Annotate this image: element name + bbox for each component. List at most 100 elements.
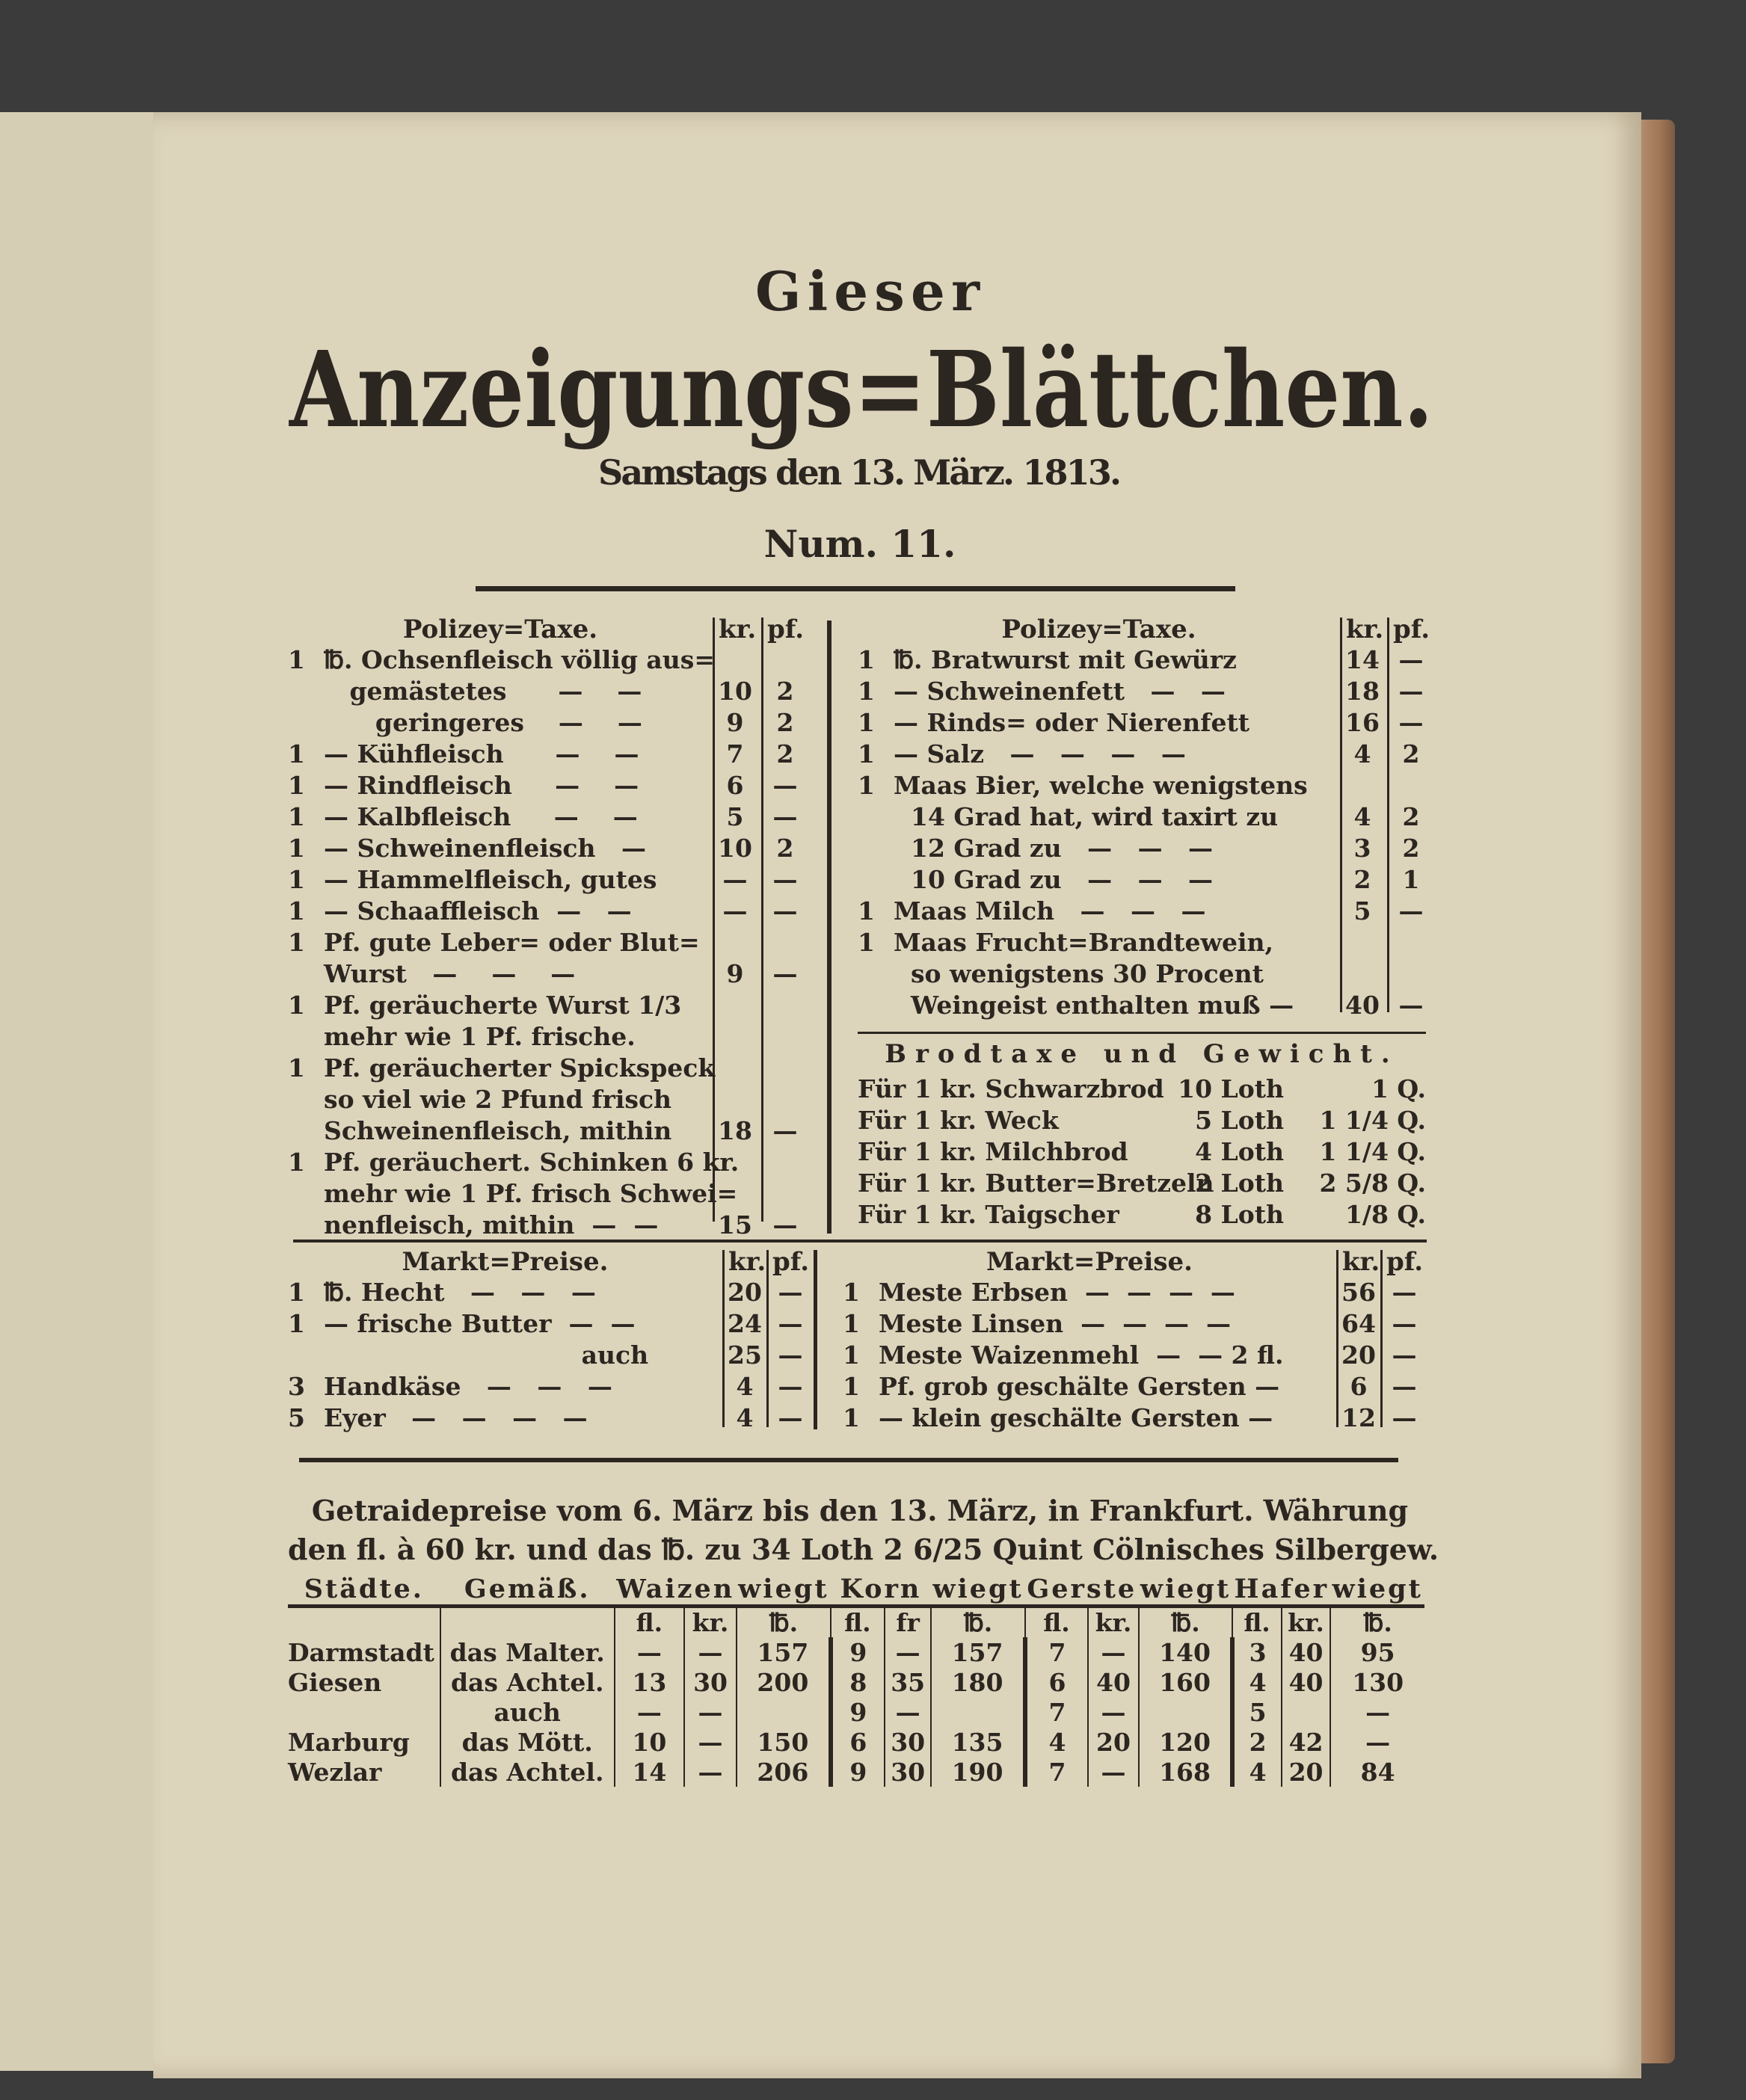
price-pf: — <box>772 802 798 831</box>
grain-column-header: wiegt <box>1330 1574 1424 1608</box>
polizey_right-row: 14 Grad hat, wird taxirt zu 4 2 <box>858 801 1426 833</box>
grain-column-header: Waizen <box>614 1574 737 1608</box>
polizey_right-row: Weingeist enthalten muß — 40 — <box>858 990 1426 1021</box>
quantity: 1 <box>288 928 305 957</box>
markt_left-title: Markt=Preise. <box>402 1247 609 1277</box>
grain-row: Wezlar das Achtel. 14—206 9 30 190 7—168 4 20 84 <box>288 1757 1424 1787</box>
grain-cell: 120 <box>1137 1727 1233 1757</box>
unit-label: fl. <box>1024 1606 1089 1637</box>
grain-cell: 10 <box>613 1727 685 1757</box>
grain-cell <box>288 1697 440 1727</box>
price-pf: — <box>778 1278 803 1307</box>
grain-cell: 35 <box>884 1667 932 1697</box>
price-pf: — <box>778 1372 803 1401</box>
polizey_left-row: so viel wie 2 Pfund frisch <box>288 1084 834 1115</box>
polizey_left-row: nenfleisch, mithin — — 15 — <box>288 1210 834 1241</box>
markt_right-row: 1 — klein geschälte Gersten — 12 — <box>843 1402 1426 1434</box>
price-pf: — <box>772 959 798 988</box>
grain-cell: — <box>613 1637 685 1667</box>
column-divider <box>827 621 831 1234</box>
brodtaxe-title: Brodtaxe und Gewicht. <box>885 1039 1399 1069</box>
bread-item: Für 1 kr. Weck <box>858 1106 1059 1135</box>
item-description: Meste Linsen — — — — <box>879 1309 1232 1338</box>
price-pf: — <box>778 1403 803 1432</box>
markt_left-row: 5 Eyer — — — — 4 — <box>288 1402 811 1434</box>
polizey_right-row: 1 Maas Bier, welche wenigstens <box>858 770 1426 801</box>
item-description: Wurst — — — <box>324 959 576 988</box>
price-kr: 4 <box>736 1372 754 1401</box>
polizey_left-row: mehr wie 1 Pf. frische. <box>288 1021 834 1053</box>
item-description: mehr wie 1 Pf. frische. <box>324 1022 636 1051</box>
grain-cell: 3 <box>1230 1637 1282 1667</box>
masthead-line1: Gieser <box>755 259 980 323</box>
markt_right-row: 1 Pf. grob geschälte Gersten — 6 — <box>843 1371 1426 1402</box>
item-description: ℔. Bratwurst mit Gewürz <box>894 645 1237 674</box>
grain-cell: 20 <box>1087 1727 1139 1757</box>
item-description: nenfleisch, mithin — — <box>324 1210 659 1240</box>
grain-cell: 13 <box>613 1667 685 1697</box>
price-pf: — <box>1392 1340 1417 1370</box>
price-kr: 25 <box>728 1340 762 1370</box>
price-kr: 4 <box>1353 802 1371 831</box>
price-kr: — <box>722 865 748 894</box>
item-description: Maas Bier, welche wenigstens <box>894 771 1308 800</box>
item-description: Meste Waizenmehl — — 2 fl. <box>879 1340 1284 1370</box>
item-description: 12 Grad zu — — — <box>894 834 1214 863</box>
grain-header-row: Städte. Gemäß. Waizen wiegt Korn wiegt Gerste w… <box>288 1574 1424 1608</box>
bread-weight-loth: 10 Loth <box>1178 1074 1284 1103</box>
grain-cell: 20 <box>1280 1757 1331 1787</box>
item-description: so wenigstens 30 Procent <box>894 959 1264 988</box>
item-description: ℔. Hecht — — — <box>324 1278 596 1307</box>
grain-cell: 200 <box>736 1667 831 1697</box>
brodtaxe-row: Für 1 kr. Schwarzbrod 10 Loth 1 Q. <box>858 1074 1426 1105</box>
item-description: gemästetes — — <box>324 677 642 706</box>
price-kr: 40 <box>1345 991 1380 1020</box>
price-pf: — <box>772 896 798 926</box>
quantity: 1 <box>288 1148 305 1177</box>
unit-label: ℔. <box>930 1606 1025 1637</box>
markt_left-row: 1 — frische Butter — — 24 — <box>288 1308 811 1340</box>
grain-cell: 2 <box>1230 1727 1282 1757</box>
item-description: — Rindfleisch — — <box>324 771 639 800</box>
quantity: 1 <box>843 1309 860 1338</box>
item-description: — Salz — — — — <box>894 739 1186 769</box>
grain-cell: — <box>884 1697 932 1727</box>
polizey_right-row: 1 Maas Frucht=Brandtewein, <box>858 927 1426 958</box>
item-description: Meste Erbsen — — — — <box>879 1278 1235 1307</box>
markt_left-pf-line <box>766 1250 769 1427</box>
price-pf: — <box>1398 991 1424 1020</box>
grain-cell: 40 <box>1280 1637 1331 1667</box>
brodtaxe-row: Für 1 kr. Butter=Bretzeln 2 Loth 2 5/8 Q. <box>858 1168 1426 1199</box>
grain-column-header: Städte. <box>288 1574 440 1608</box>
price-pf: 2 <box>776 834 794 863</box>
grain-cell: Darmstadt <box>288 1637 434 1667</box>
book-edge <box>1638 120 1675 2063</box>
price-kr: 24 <box>728 1309 762 1338</box>
bread-weight-quint: 1 1/4 Q. <box>1319 1106 1426 1135</box>
item-description: ℔. Ochsenfleisch völlig aus= <box>324 645 716 674</box>
quantity: 1 <box>843 1372 860 1401</box>
grain-cell: 135 <box>930 1727 1025 1757</box>
issue-date: Samstags den 13. März. 1813. <box>598 452 1122 493</box>
grain-cell: — <box>1087 1697 1139 1727</box>
unit-label: kr. <box>683 1606 737 1637</box>
grain-cell: 9 <box>828 1697 885 1727</box>
price-pf: — <box>772 1116 798 1145</box>
markt_right-row: 1 Meste Waizenmehl — — 2 fl. 20 — <box>843 1340 1426 1371</box>
item-description: Pf. geräucherter Spickspeck <box>324 1053 716 1083</box>
polizey_right-row: 1 ℔. Bratwurst mit Gewürz 14 — <box>858 644 1426 676</box>
item-description: Pf. gute Leber= oder Blut= <box>324 928 700 957</box>
quantity: 1 <box>288 802 305 831</box>
bread-weight-quint: 2 5/8 Q. <box>1319 1168 1426 1198</box>
item-description: Weingeist enthalten muß — <box>894 991 1294 1020</box>
price-kr: 64 <box>1341 1309 1376 1338</box>
grain-cell: 7 <box>1022 1637 1089 1667</box>
grain-cell: — <box>683 1637 737 1667</box>
price-kr: 10 <box>718 834 752 863</box>
grain-cell <box>930 1697 1025 1727</box>
unit-label: ℔. <box>736 1606 831 1637</box>
grain-cell: das Achtel. <box>439 1757 615 1787</box>
price-kr: 7 <box>726 739 744 769</box>
brodtaxe-row: Für 1 kr. Milchbrod 4 Loth 1 1/4 Q. <box>858 1136 1426 1168</box>
column-divider <box>814 1250 817 1429</box>
